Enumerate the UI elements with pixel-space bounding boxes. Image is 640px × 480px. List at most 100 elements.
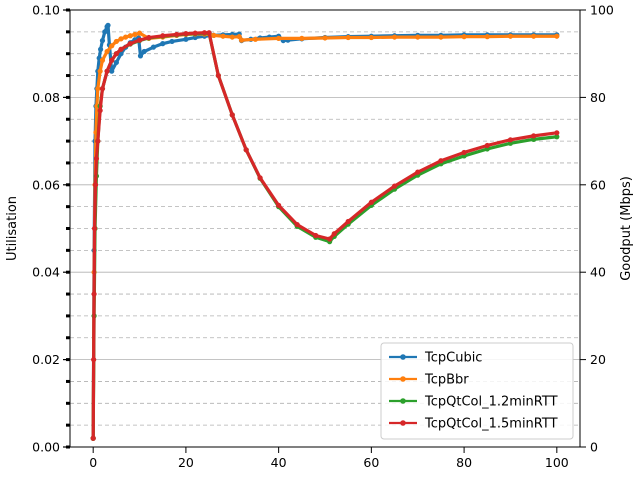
data-point	[252, 36, 259, 42]
data-point	[150, 44, 157, 50]
legend-swatch-marker	[400, 354, 406, 360]
data-point	[109, 68, 115, 74]
y-left-tick-label: 0.06	[32, 177, 60, 192]
data-point	[183, 30, 189, 37]
data-point	[95, 138, 101, 144]
data-point	[531, 33, 537, 39]
data-point	[99, 86, 106, 92]
legend-label: TcpCubic	[424, 351, 482, 366]
data-point	[99, 37, 106, 44]
data-point	[415, 169, 421, 175]
x-tick-label: 20	[178, 455, 194, 470]
data-point	[123, 34, 129, 40]
data-point	[554, 130, 560, 136]
data-point	[160, 33, 166, 39]
data-point	[313, 232, 319, 239]
legend-label: TcpQtCol_1.5minRTT	[424, 417, 558, 432]
data-point	[192, 30, 198, 36]
y-left-tick-label: 0.04	[32, 265, 60, 280]
data-point	[215, 72, 221, 79]
data-point	[91, 225, 98, 232]
data-point	[415, 34, 421, 40]
x-tick-label: 100	[545, 455, 569, 470]
data-point	[391, 34, 398, 40]
data-point	[146, 34, 152, 41]
data-point	[345, 34, 351, 41]
data-point	[105, 22, 111, 28]
y-right-tick-label: 20	[590, 352, 606, 367]
data-point	[137, 53, 144, 59]
data-point	[136, 30, 143, 36]
data-point	[299, 35, 305, 42]
legend-label: TcpQtCol_1.2minRTT	[424, 395, 558, 410]
y-left-tick-label: 0.10	[32, 3, 60, 18]
data-point	[276, 35, 282, 42]
series-TcpQtCol_1.5minRTT	[90, 30, 560, 441]
data-point	[113, 51, 119, 57]
data-point	[174, 31, 180, 38]
y-right-tick-label: 100	[590, 3, 614, 18]
data-point	[345, 218, 351, 225]
y-left-tick-label: 0.08	[32, 90, 60, 105]
data-point	[368, 199, 374, 205]
data-point	[331, 231, 337, 237]
data-point	[98, 46, 104, 52]
legend-swatch-marker	[400, 376, 406, 382]
data-point	[206, 30, 212, 36]
data-point	[104, 68, 110, 74]
data-point	[169, 38, 175, 45]
data-point	[484, 34, 490, 40]
data-point	[99, 57, 106, 63]
legend-swatch-marker	[400, 420, 406, 426]
data-point	[95, 86, 101, 92]
data-point	[118, 46, 124, 52]
data-point	[109, 43, 115, 49]
data-point	[141, 48, 147, 55]
x-tick-label: 80	[456, 455, 472, 470]
data-point	[257, 175, 263, 181]
data-point	[243, 147, 249, 153]
data-point	[294, 221, 300, 228]
y-right-tick-label: 60	[590, 177, 606, 192]
legend-swatch-marker	[400, 398, 406, 404]
data-point	[113, 59, 119, 66]
data-point	[183, 36, 189, 42]
data-point	[229, 34, 235, 40]
data-point	[368, 34, 374, 41]
data-point	[127, 41, 133, 47]
data-point	[93, 155, 100, 162]
data-point	[391, 183, 398, 189]
data-point	[238, 37, 245, 43]
data-point	[109, 57, 115, 63]
data-point	[220, 33, 226, 39]
data-point	[327, 236, 333, 242]
y-left-tick-label: 0.00	[32, 440, 60, 455]
data-point	[484, 142, 490, 149]
legend-label: TcpBbr	[424, 373, 469, 388]
plot-series	[90, 22, 560, 441]
grid-lines	[70, 31, 580, 426]
data-point	[322, 35, 328, 41]
data-point	[160, 41, 166, 47]
data-point	[118, 36, 124, 42]
y-right-tick-label: 40	[590, 265, 606, 280]
data-point	[136, 37, 143, 43]
axes: 0 20 40 60 80 100 0.00 0.02 0.04 0.06 0.08 0.10 0 20 4…	[32, 3, 614, 471]
y-axis-right-label: Goodput (Mbps)	[619, 176, 634, 281]
data-point	[127, 33, 133, 39]
data-point	[461, 149, 467, 156]
data-point	[507, 33, 514, 39]
data-point	[554, 33, 560, 39]
data-point	[531, 133, 537, 139]
data-point	[113, 38, 119, 45]
data-point	[507, 137, 514, 143]
data-point	[554, 134, 560, 140]
data-point	[91, 291, 97, 297]
data-point	[102, 29, 108, 35]
x-tick-label: 40	[271, 455, 287, 470]
data-point	[438, 34, 444, 40]
data-point	[276, 202, 282, 208]
data-point	[211, 32, 217, 38]
